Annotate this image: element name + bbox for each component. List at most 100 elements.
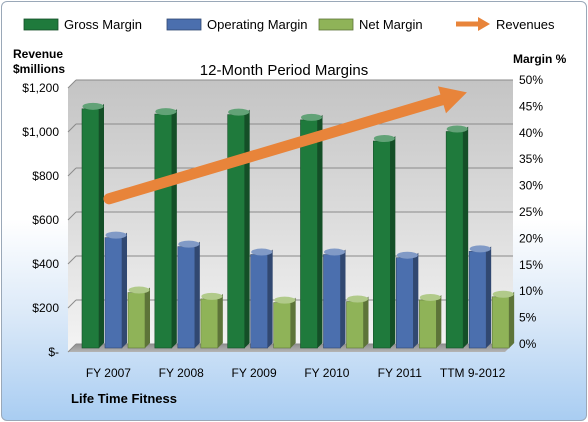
left-axis-title-line1: Revenue	[13, 47, 63, 61]
bar-side	[122, 232, 127, 348]
bar-side	[363, 296, 369, 348]
revenue-trend-arrowhead	[438, 86, 467, 114]
gridline-side	[67, 211, 77, 221]
bar-top	[301, 113, 322, 121]
bar-top	[155, 108, 177, 116]
bar	[81, 108, 100, 349]
bar	[396, 257, 414, 349]
bar	[177, 246, 196, 349]
bar-side	[99, 103, 104, 348]
bar-side	[390, 136, 396, 348]
bar-side	[267, 249, 273, 348]
category-label: FY 2010	[304, 366, 349, 380]
bar-top	[419, 293, 441, 301]
bar-side	[317, 114, 323, 349]
bar-top	[105, 231, 127, 239]
bar-top	[324, 248, 345, 256]
legend-label: Operating Margin	[207, 17, 307, 32]
legend-label: Net Margin	[359, 17, 423, 32]
category-label: FY 2009	[232, 366, 277, 380]
bar	[491, 296, 510, 349]
bar-side	[413, 252, 419, 348]
gridline-side	[67, 79, 77, 89]
gridline-side	[67, 343, 77, 353]
category-label: FY 2008	[159, 366, 204, 380]
bar-top	[201, 292, 223, 300]
left-tick-label: $200	[32, 301, 59, 315]
gridline-side	[67, 299, 77, 309]
plot-area: $- $200 $400 $600 $800 $1,000 $1,200 0% 5% 10% 15%…	[22, 73, 543, 380]
bar	[250, 254, 268, 349]
right-tick-label: 15%	[519, 258, 543, 272]
revenue-trend-line	[103, 94, 448, 205]
bar-top	[251, 248, 273, 256]
left-tick-label: $-	[48, 345, 59, 359]
bar	[104, 237, 123, 349]
bar-top	[469, 245, 491, 253]
bar-top	[396, 251, 418, 259]
bar-side	[244, 109, 250, 349]
bar-side	[145, 287, 150, 348]
category-label: FY 2007	[86, 366, 131, 380]
bar-top	[228, 108, 250, 116]
bar-side	[171, 109, 177, 348]
bar-side	[194, 241, 200, 348]
legend-label: Revenues	[496, 17, 555, 32]
bar	[419, 299, 437, 349]
gridline-side	[67, 255, 77, 265]
bar-side	[217, 293, 223, 348]
bar	[373, 140, 391, 349]
legend: Gross Margin Operating Margin Net Margin Re…	[23, 17, 555, 32]
bar-side	[290, 297, 296, 348]
legend-swatch	[166, 18, 202, 31]
legend-label: Gross Margin	[64, 17, 142, 32]
left-tick-label: $1,000	[22, 125, 59, 139]
right-axis-title: Margin %	[513, 52, 567, 66]
bar	[468, 251, 487, 349]
bar	[300, 119, 318, 349]
bar	[127, 292, 146, 349]
legend-swatch	[318, 18, 354, 31]
bar-top	[128, 286, 150, 294]
bar	[154, 113, 173, 349]
bar-top	[492, 290, 514, 298]
bar	[273, 302, 291, 349]
right-tick-label: 5%	[519, 311, 537, 325]
left-tick-label: $1,200	[22, 81, 59, 95]
bar-top	[274, 296, 296, 304]
right-tick-label: 20%	[519, 231, 543, 245]
bar-top	[446, 125, 468, 133]
right-tick-label: 35%	[519, 152, 543, 166]
bar-side	[463, 126, 469, 349]
bar-top	[178, 240, 200, 248]
chart-title: 12-Month Period Margins	[200, 62, 368, 79]
bar-side	[509, 291, 515, 348]
category-label: TTM 9-2012	[440, 366, 506, 380]
left-tick-label: $800	[32, 169, 59, 183]
bar	[227, 114, 245, 349]
bar	[323, 254, 341, 349]
right-tick-label: 0%	[519, 337, 537, 351]
left-tick-label: $400	[32, 257, 59, 271]
right-tick-label: 10%	[519, 284, 543, 298]
right-tick-label: 50%	[519, 73, 543, 87]
bar-top	[373, 135, 395, 143]
legend-swatch	[23, 18, 59, 31]
footer-label: Life Time Fitness	[71, 391, 177, 406]
left-axis-title-line2: $millions	[13, 62, 65, 76]
left-tick-label: $600	[32, 213, 59, 227]
right-tick-label: 45%	[519, 99, 543, 113]
category-label: FY 2011	[378, 366, 423, 380]
bar	[445, 131, 464, 349]
bar	[346, 301, 364, 349]
legend-arrow-head	[478, 17, 490, 31]
bar-top	[347, 295, 368, 303]
gridline-side	[67, 123, 77, 133]
right-tick-label: 40%	[519, 126, 543, 140]
right-tick-label: 25%	[519, 205, 543, 219]
bar	[200, 298, 219, 349]
bar-side	[340, 249, 346, 348]
bar-side	[486, 246, 492, 348]
